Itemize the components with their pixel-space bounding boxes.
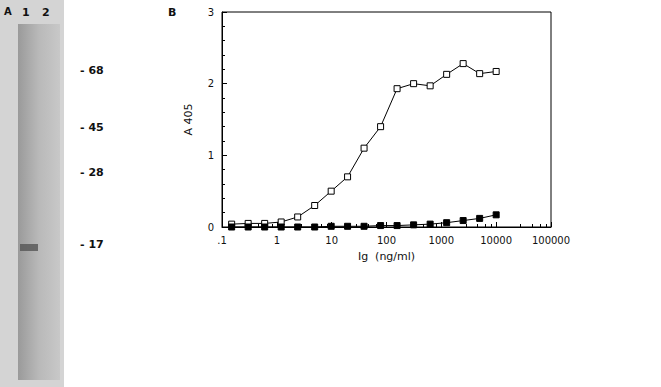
svg-text:B: B	[168, 6, 176, 19]
svg-text:1: 1	[274, 235, 280, 246]
html-text:- 17: - 17	[80, 238, 104, 251]
svg-text:2: 2	[208, 78, 214, 89]
svg-text:.1: .1	[217, 235, 227, 246]
svg-text:100: 100	[377, 235, 396, 246]
html-text:- 28: - 28	[80, 166, 104, 179]
svg-text:3: 3	[208, 7, 214, 18]
svg-text:100000: 100000	[532, 235, 570, 246]
svg-text:1000: 1000	[429, 235, 454, 246]
svg-text:10000: 10000	[480, 235, 512, 246]
html-text:- 45: - 45	[80, 121, 104, 134]
svg-text:0: 0	[208, 222, 214, 233]
svg-text:10: 10	[325, 235, 338, 246]
html-text:- 68: - 68	[80, 64, 104, 77]
svg-text:Ig (ng/ml): Ig (ng/ml)	[358, 250, 415, 263]
svg-text:A 405: A 405	[182, 103, 195, 135]
html-text:2: 2	[42, 6, 50, 19]
html-text:1: 1	[22, 6, 30, 19]
html-text:A: A	[4, 6, 12, 17]
svg-text:1: 1	[208, 150, 214, 161]
